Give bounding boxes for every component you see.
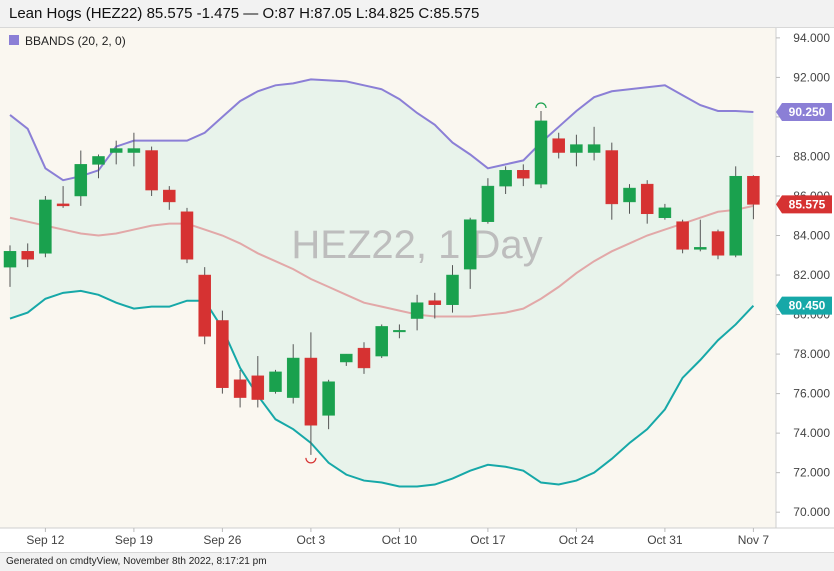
candle[interactable] [605,150,619,205]
chart-header: Lean Hogs (HEZ22) 85.575 -1.475 — O:87 H… [0,0,834,28]
candle[interactable] [198,274,211,337]
candle[interactable] [145,150,158,191]
price-tag-label: 85.575 [789,197,826,211]
x-tick-label: Sep 12 [26,533,64,547]
y-tick-label: 72.000 [793,466,830,480]
price-tag [776,296,832,315]
price-tag [776,195,832,214]
candle[interactable] [304,357,318,426]
candle[interactable] [56,203,70,207]
high-marker [535,102,547,109]
chart-footer: Generated on cmdtyView, November 8th 202… [0,552,834,571]
candle[interactable] [587,144,601,153]
candle[interactable] [393,330,406,333]
x-tick-label: Nov 7 [738,533,770,547]
price-tag [776,102,832,121]
candle[interactable] [109,148,123,153]
candle[interactable] [640,183,654,215]
candle[interactable] [286,357,300,398]
candle[interactable] [74,164,88,197]
candle[interactable] [410,302,424,319]
x-tick-label: Oct 3 [297,533,326,547]
x-tick-label: Sep 26 [203,533,241,547]
candle[interactable] [499,170,512,187]
candle[interactable] [747,175,760,205]
x-tick-label: Oct 24 [559,533,595,547]
low-marker [305,457,317,464]
x-tick-label: Sep 19 [115,533,153,547]
x-axis-panel [0,528,834,552]
y-tick-label: 94.000 [793,31,830,45]
candle[interactable] [322,381,335,416]
candle[interactable] [357,347,371,369]
generated-note: Generated on cmdtyView, November 8th 202… [6,556,267,567]
chart-title: Lean Hogs (HEZ22) 85.575 -1.475 — O:87 H… [9,5,480,22]
candle[interactable] [375,326,388,357]
x-tick-label: Oct 17 [470,533,506,547]
candle[interactable] [340,353,353,363]
candle[interactable] [127,148,141,153]
candle[interactable] [92,156,105,165]
candle[interactable] [21,251,34,260]
candle[interactable] [446,274,459,305]
y-tick-label: 78.000 [793,347,830,361]
y-tick-label: 92.000 [793,70,830,84]
candle[interactable] [180,211,194,260]
candle[interactable] [269,371,282,392]
candle[interactable] [481,185,495,222]
candle[interactable] [658,207,672,218]
price-tag-label: 80.450 [789,299,826,313]
candle[interactable] [552,138,565,153]
y-tick-label: 82.000 [793,268,830,282]
candle[interactable] [623,187,636,203]
y-tick-label: 76.000 [793,387,830,401]
legend-swatch [9,35,19,45]
candle[interactable] [534,120,548,185]
candle[interactable] [428,300,442,305]
candle[interactable] [711,231,725,256]
candle[interactable] [163,189,176,203]
candle[interactable] [216,320,229,388]
candle[interactable] [463,219,477,270]
y-tick-label: 74.000 [793,426,830,440]
candle[interactable] [251,375,265,400]
x-tick-label: Oct 10 [382,533,418,547]
candle[interactable] [729,175,742,256]
y-tick-label: 84.000 [793,229,830,243]
legend-label: BBANDS (20, 2, 0) [25,34,126,48]
watermark: HEZ22, 1 Day [291,223,542,267]
lower-band-line [9,289,755,488]
y-tick-label: 88.000 [793,149,830,163]
y-tick-label: 70.000 [793,505,830,519]
candle[interactable] [39,199,52,254]
middle-band-line [9,204,754,318]
bollinger-band-fill [10,79,754,487]
candle[interactable] [676,221,689,250]
price-tag-label: 90.250 [789,105,826,119]
candle[interactable] [233,379,247,398]
candle[interactable] [3,251,17,268]
candle[interactable] [570,144,583,153]
candle[interactable] [694,247,707,250]
candle[interactable] [517,170,530,179]
x-tick-label: Oct 31 [647,533,683,547]
